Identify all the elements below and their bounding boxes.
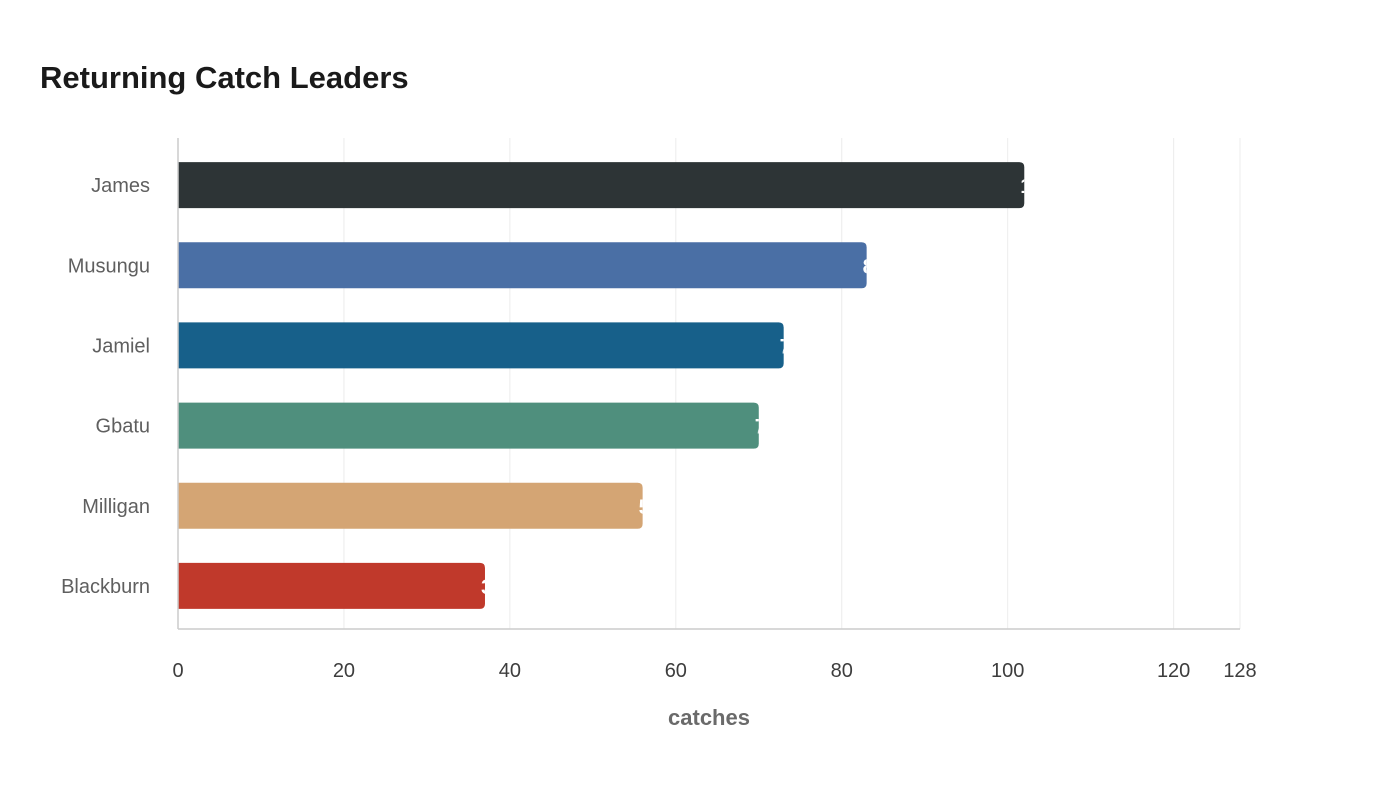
chart-title: Returning Catch Leaders [40,60,409,95]
category-label: Musungu [68,255,150,277]
x-tick-label: 80 [831,660,853,682]
bar-blackburn [178,562,485,609]
bar-milligan [178,482,643,529]
gridlines [343,138,1241,629]
value-label: 56 [639,496,662,519]
value-label: 83 [863,255,886,278]
x-tick-label: 100 [991,660,1024,682]
x-tick-label: 0 [172,660,183,682]
category-label: Blackburn [61,576,150,598]
category-label: Milligan [82,496,150,518]
value-label: 73 [780,335,803,358]
bar-musungu [178,242,867,289]
value-label: 70 [755,416,778,439]
x-tick-label: 40 [499,660,521,682]
category-label: James [91,175,150,197]
x-tick-label: 120 [1157,660,1190,682]
x-tick-label: 128 [1223,660,1256,682]
x-tick-labels: 0 20 40 60 80 100 120 128 [172,660,1256,682]
bar-jamiel [178,322,784,369]
x-axis-title: catches [668,705,750,730]
bar-gbatu [178,402,759,449]
category-labels: James Musungu Jamiel Gbatu Milligan Blackburn [61,175,150,598]
value-labels: 102 83 73 70 56 37 [481,175,1055,599]
x-tick-label: 60 [665,660,687,682]
bars [178,162,1025,609]
value-label: 37 [481,576,504,599]
x-tick-label: 20 [333,660,355,682]
value-label: 102 [1020,175,1055,198]
bar-james [178,162,1025,209]
category-label: Gbatu [96,416,150,438]
category-label: Jamiel [92,335,150,357]
